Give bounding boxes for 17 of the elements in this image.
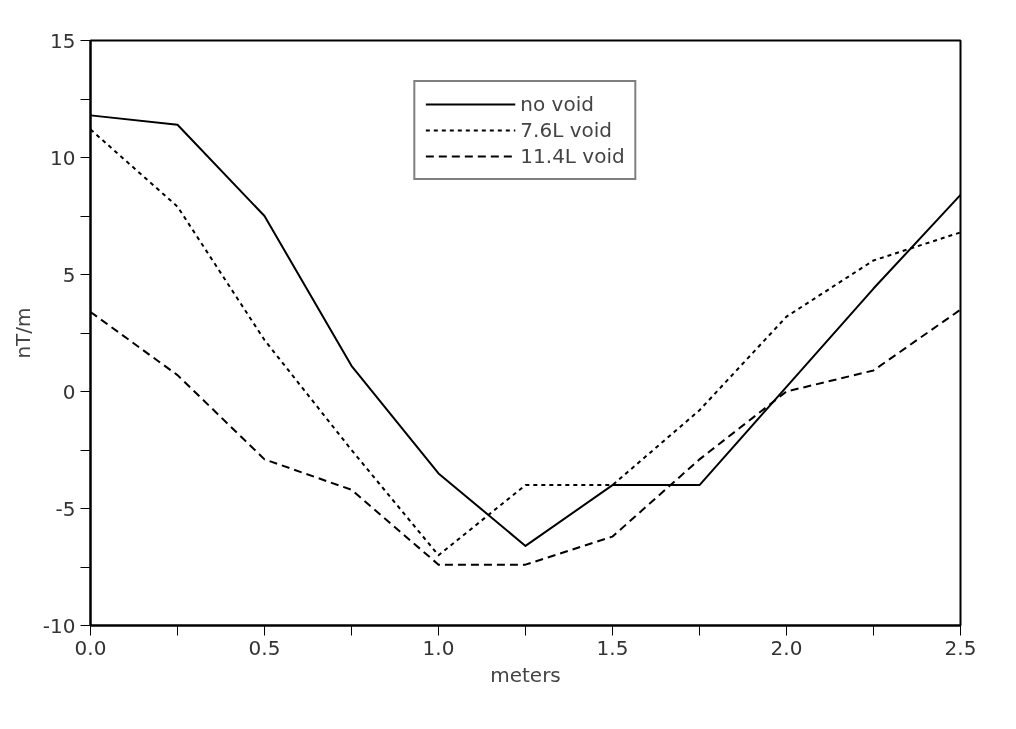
x-tick-label: 1.0 xyxy=(422,635,455,660)
y-tick-label: 15 xyxy=(50,28,76,53)
y-axis-title: nT/m xyxy=(10,307,35,359)
y-tick-label: 10 xyxy=(50,145,76,170)
x-tick-label: 0.0 xyxy=(74,635,107,660)
x-tick-label: 1.5 xyxy=(596,635,629,660)
legend-label: 11.4L void xyxy=(520,144,625,168)
x-tick-label: 0.5 xyxy=(248,635,281,660)
y-tick-label: 0 xyxy=(62,379,76,404)
x-axis-title: meters xyxy=(490,662,561,687)
legend-label: no void xyxy=(520,92,594,116)
y-tick-label: -10 xyxy=(42,613,76,638)
y-tick-label: 5 xyxy=(62,262,76,287)
x-tick-label: 2.5 xyxy=(944,635,977,660)
x-tick-label: 2.0 xyxy=(770,635,803,660)
legend-label: 7.6L void xyxy=(520,118,612,142)
y-tick-label: -5 xyxy=(55,496,76,521)
